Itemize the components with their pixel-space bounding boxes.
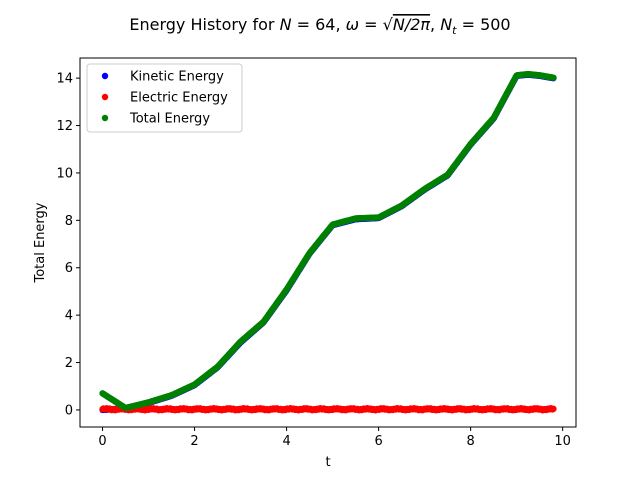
title-omega-value-prefix: = [359, 15, 383, 34]
y-tick-label: 10 [56, 166, 73, 181]
y-tick-label: 6 [65, 261, 73, 276]
y-tick-label: 4 [65, 309, 73, 324]
title-nt-subscript: t [452, 24, 457, 37]
chart-title: Energy History for N = 64, ω = √N/2π, Nt… [129, 15, 510, 37]
data-point [550, 74, 557, 81]
y-axis-label: Total Energy [33, 202, 48, 283]
title-sqrt-sign: √ [383, 15, 394, 34]
legend-marker [101, 114, 109, 122]
x-tick-label: 10 [554, 434, 571, 449]
title-omega-radicand: N/2π [393, 15, 431, 34]
title-n-symbol: N [280, 15, 292, 34]
legend-box [86, 63, 243, 133]
y-axis-ticks: 0 2 4 6 8 10 12 14 [56, 72, 80, 418]
data-point [550, 405, 557, 413]
title-omega-symbol: ω [346, 15, 359, 34]
x-axis-label: t [325, 455, 330, 470]
y-tick-label: 0 [65, 403, 73, 418]
title-prefix: Energy History for [129, 15, 279, 34]
title-separator: , [430, 15, 440, 34]
x-tick-label: 4 [282, 434, 290, 449]
y-tick-label: 14 [56, 72, 73, 87]
plot-points [99, 70, 557, 414]
x-tick-label: 0 [98, 434, 106, 449]
legend-marker [101, 72, 109, 80]
y-tick-label: 8 [65, 214, 73, 229]
legend-marker [101, 93, 109, 101]
title-nt-symbol: N [440, 15, 452, 34]
title-n-value: = 64, [292, 15, 346, 34]
title-nt-value: = 500 [456, 15, 510, 34]
series-1-points [99, 404, 557, 414]
x-tick-label: 6 [374, 434, 382, 449]
legend: Kinetic Energy Electric Energy Total Energ… [86, 63, 243, 133]
y-tick-label: 12 [56, 119, 73, 134]
x-tick-label: 2 [190, 434, 198, 449]
legend-label: Kinetic Energy [130, 70, 224, 85]
x-tick-label: 8 [466, 434, 474, 449]
legend-items: Kinetic Energy Electric Energy Total Energ… [101, 70, 228, 127]
legend-label: Electric Energy [130, 91, 228, 106]
legend-label: Total Energy [129, 112, 210, 127]
series-2-points [99, 70, 557, 412]
plot-frame [79, 57, 577, 428]
y-tick-label: 2 [65, 356, 73, 371]
x-axis-ticks: 0 2 4 6 8 10 [98, 427, 571, 449]
